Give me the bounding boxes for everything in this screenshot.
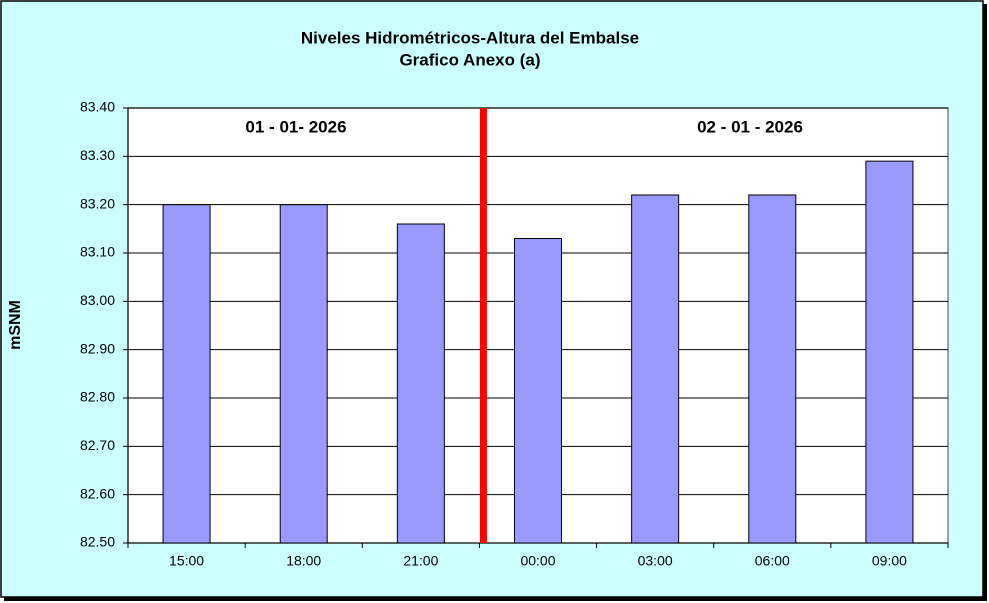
bar <box>514 238 562 544</box>
x-tick-label: 15:00 <box>169 553 204 569</box>
y-tick-label: 83.20 <box>80 195 115 211</box>
y-tick-label: 83.40 <box>80 99 115 115</box>
x-tick-label: 00:00 <box>520 553 555 569</box>
y-tick-label: 82.70 <box>80 437 115 453</box>
x-tick-label: 21:00 <box>403 553 438 569</box>
date-annotation: 02 - 01 - 2026 <box>697 117 803 136</box>
date-annotation: 01 - 01- 2026 <box>245 117 346 136</box>
y-tick-label: 82.90 <box>80 340 115 356</box>
bar <box>279 204 328 544</box>
x-tick-label: 06:00 <box>755 553 790 569</box>
y-tick-label: 82.80 <box>80 389 115 405</box>
y-tick-label: 82.60 <box>80 485 115 501</box>
x-tick-label: 03:00 <box>638 553 673 569</box>
chart-subtitle: Grafico Anexo (a) <box>399 50 540 69</box>
y-axis-title: mSNM <box>7 300 24 350</box>
chart-title: Niveles Hidrométricos-Altura del Embalse <box>301 28 639 47</box>
y-tick-label: 83.00 <box>80 292 115 308</box>
bar <box>162 204 211 544</box>
y-tick-label: 83.30 <box>80 147 115 163</box>
y-tick-label: 83.10 <box>80 244 115 260</box>
bar <box>865 160 914 544</box>
bar <box>748 194 797 544</box>
x-tick-label: 18:00 <box>286 553 321 569</box>
x-tick-label: 09:00 <box>872 553 907 569</box>
bar <box>631 194 680 544</box>
y-tick-label: 82.50 <box>80 534 115 550</box>
bar <box>396 223 445 544</box>
